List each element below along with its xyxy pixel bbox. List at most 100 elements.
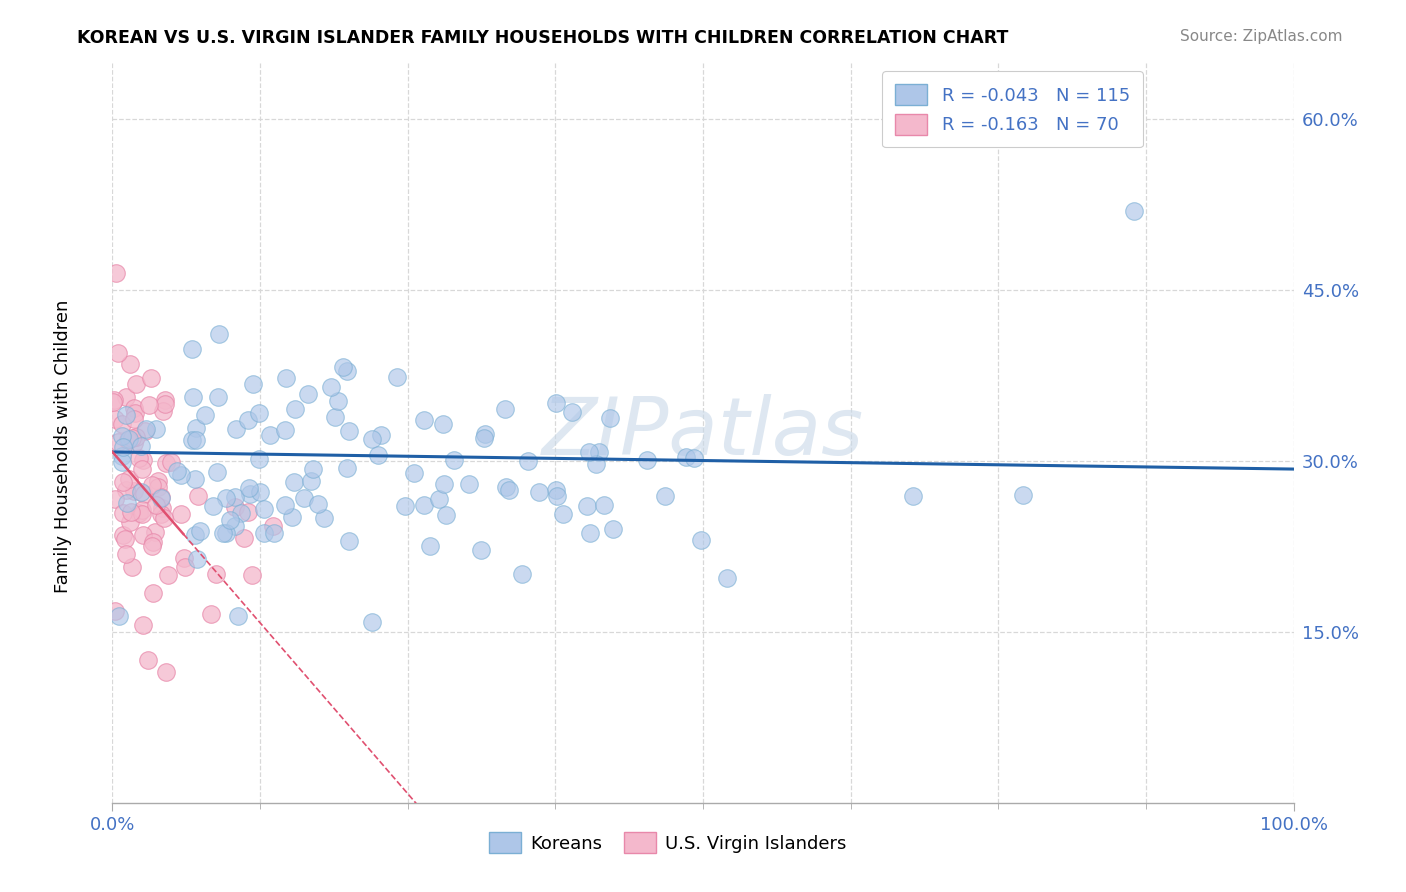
Point (218, 512, 240, 526)
Point (143, 524, 166, 539)
Point (433, 477, 456, 491)
Point (103, 393, 125, 408)
Point (299, 474, 322, 488)
Point (498, 483, 520, 497)
Point (115, 408, 138, 422)
Point (121, 559, 143, 574)
Point (186, 421, 208, 435)
Point (274, 498, 297, 512)
Point (115, 483, 138, 497)
Point (593, 498, 616, 512)
Point (259, 428, 281, 442)
Point (181, 390, 204, 404)
Point (111, 417, 134, 431)
Point (263, 526, 285, 541)
Point (297, 386, 319, 401)
Text: KOREAN VS U.S. VIRGIN ISLANDER FAMILY HOUSEHOLDS WITH CHILDREN CORRELATION CHART: KOREAN VS U.S. VIRGIN ISLANDER FAMILY HO… (77, 29, 1008, 46)
Legend: Koreans, U.S. Virgin Islanders: Koreans, U.S. Virgin Islanders (481, 825, 853, 861)
Point (131, 508, 153, 522)
Point (370, 428, 392, 442)
Point (457, 477, 479, 491)
Point (224, 490, 246, 504)
Point (184, 472, 207, 486)
Point (118, 432, 141, 446)
Point (160, 455, 183, 469)
Point (155, 665, 177, 679)
Point (141, 478, 163, 492)
Point (412, 413, 434, 427)
Point (208, 327, 231, 342)
Point (361, 432, 384, 446)
Point (134, 424, 156, 438)
Point (122, 484, 145, 499)
Point (716, 571, 738, 585)
Point (186, 552, 208, 566)
Point (588, 444, 610, 458)
Point (104, 412, 127, 426)
Point (1123, 203, 1146, 218)
Point (107, 435, 129, 450)
Point (495, 480, 517, 494)
Point (274, 371, 297, 385)
Point (111, 440, 134, 454)
Point (385, 369, 408, 384)
Point (544, 483, 567, 497)
Point (207, 390, 229, 404)
Point (472, 431, 495, 445)
Point (229, 506, 252, 520)
Point (141, 539, 163, 553)
Point (238, 481, 260, 495)
Point (599, 410, 621, 425)
Text: Family Households with Children: Family Households with Children (55, 300, 72, 592)
Point (108, 609, 131, 624)
Point (105, 266, 128, 280)
Point (332, 359, 354, 374)
Point (121, 431, 143, 445)
Point (394, 499, 416, 513)
Point (142, 586, 165, 600)
Point (546, 396, 568, 410)
Point (602, 522, 624, 536)
Point (124, 406, 146, 420)
Point (215, 491, 238, 505)
Point (174, 559, 197, 574)
Point (247, 452, 270, 467)
Point (367, 448, 389, 462)
Point (129, 439, 152, 453)
Point (236, 505, 259, 519)
Point (111, 528, 134, 542)
Point (404, 467, 426, 481)
Point (146, 474, 169, 488)
Point (527, 485, 550, 500)
Point (141, 371, 163, 385)
Point (131, 462, 153, 476)
Point (187, 489, 209, 503)
Point (249, 485, 271, 500)
Point (132, 528, 155, 542)
Point (553, 508, 575, 522)
Point (418, 539, 440, 553)
Point (284, 402, 307, 417)
Point (494, 401, 516, 416)
Point (240, 568, 263, 582)
Point (124, 430, 146, 444)
Point (149, 490, 172, 504)
Point (253, 525, 276, 540)
Point (186, 434, 208, 448)
Point (111, 450, 134, 464)
Point (138, 398, 160, 412)
Point (145, 498, 167, 512)
Point (122, 401, 145, 415)
Point (228, 609, 250, 624)
Point (675, 450, 697, 464)
Point (903, 489, 925, 503)
Point (131, 484, 153, 499)
Point (181, 343, 204, 357)
Point (153, 511, 176, 525)
Point (224, 500, 246, 514)
Point (188, 524, 211, 539)
Point (115, 390, 138, 404)
Point (337, 534, 360, 549)
Point (262, 519, 284, 533)
Point (314, 511, 336, 525)
